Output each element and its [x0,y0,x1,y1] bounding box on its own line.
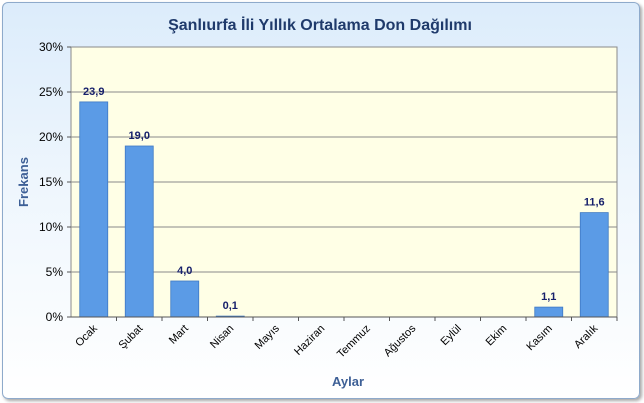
chart-title: Şanlıurfa İli Yıllık Ortalama Don Dağılı… [168,16,472,34]
x-tick-label: Aralık [572,322,601,351]
bar [534,306,564,318]
x-tick-label: Eylül [439,323,464,348]
y-axis-title: Frekans [16,157,31,207]
data-label: 23,9 [83,86,104,98]
y-tick-label: 15% [39,175,63,189]
y-tick-label: 5% [46,265,64,279]
x-tick-label: Ekim [484,323,510,349]
bar [79,101,109,318]
x-tick-labels: Ocak Şubat Mart Nisan Mayıs Haziran Temmuz Ağus… [73,322,600,360]
x-tick-label: Haziran [292,323,327,358]
data-label: 4,0 [177,265,192,277]
x-tick-label: Temmuz [335,323,373,361]
x-axis-title: Aylar [332,374,364,389]
y-tick-label: 0% [46,310,64,324]
bar [124,145,154,318]
y-tick-label: 10% [39,220,63,234]
x-tick-label: Ağustos [382,322,419,359]
y-tick-label: 25% [39,85,63,99]
gridlines [67,46,618,321]
data-label: 0,1 [223,300,238,312]
x-tick-label: Şubat [117,323,146,352]
x-tick-label: Mayıs [253,322,283,352]
x-tick-label: Nisan [208,323,236,351]
data-label: 11,6 [584,197,605,209]
data-label: 19,0 [129,130,150,142]
data-label: 1,1 [541,291,556,303]
data-labels: 23,9 19,0 4,0 0,1 1,1 11,6 [83,86,605,312]
x-tick-label: Ocak [73,322,100,349]
x-tick-label: Kasım [524,323,555,354]
y-tick-label: 20% [39,130,63,144]
y-tick-label: 30% [39,40,63,54]
bar [170,280,200,318]
y-tick-labels: 0% 5% 10% 15% 20% 25% 30% [39,40,63,324]
x-tick-label: Mart [167,323,191,347]
bar [579,212,609,318]
